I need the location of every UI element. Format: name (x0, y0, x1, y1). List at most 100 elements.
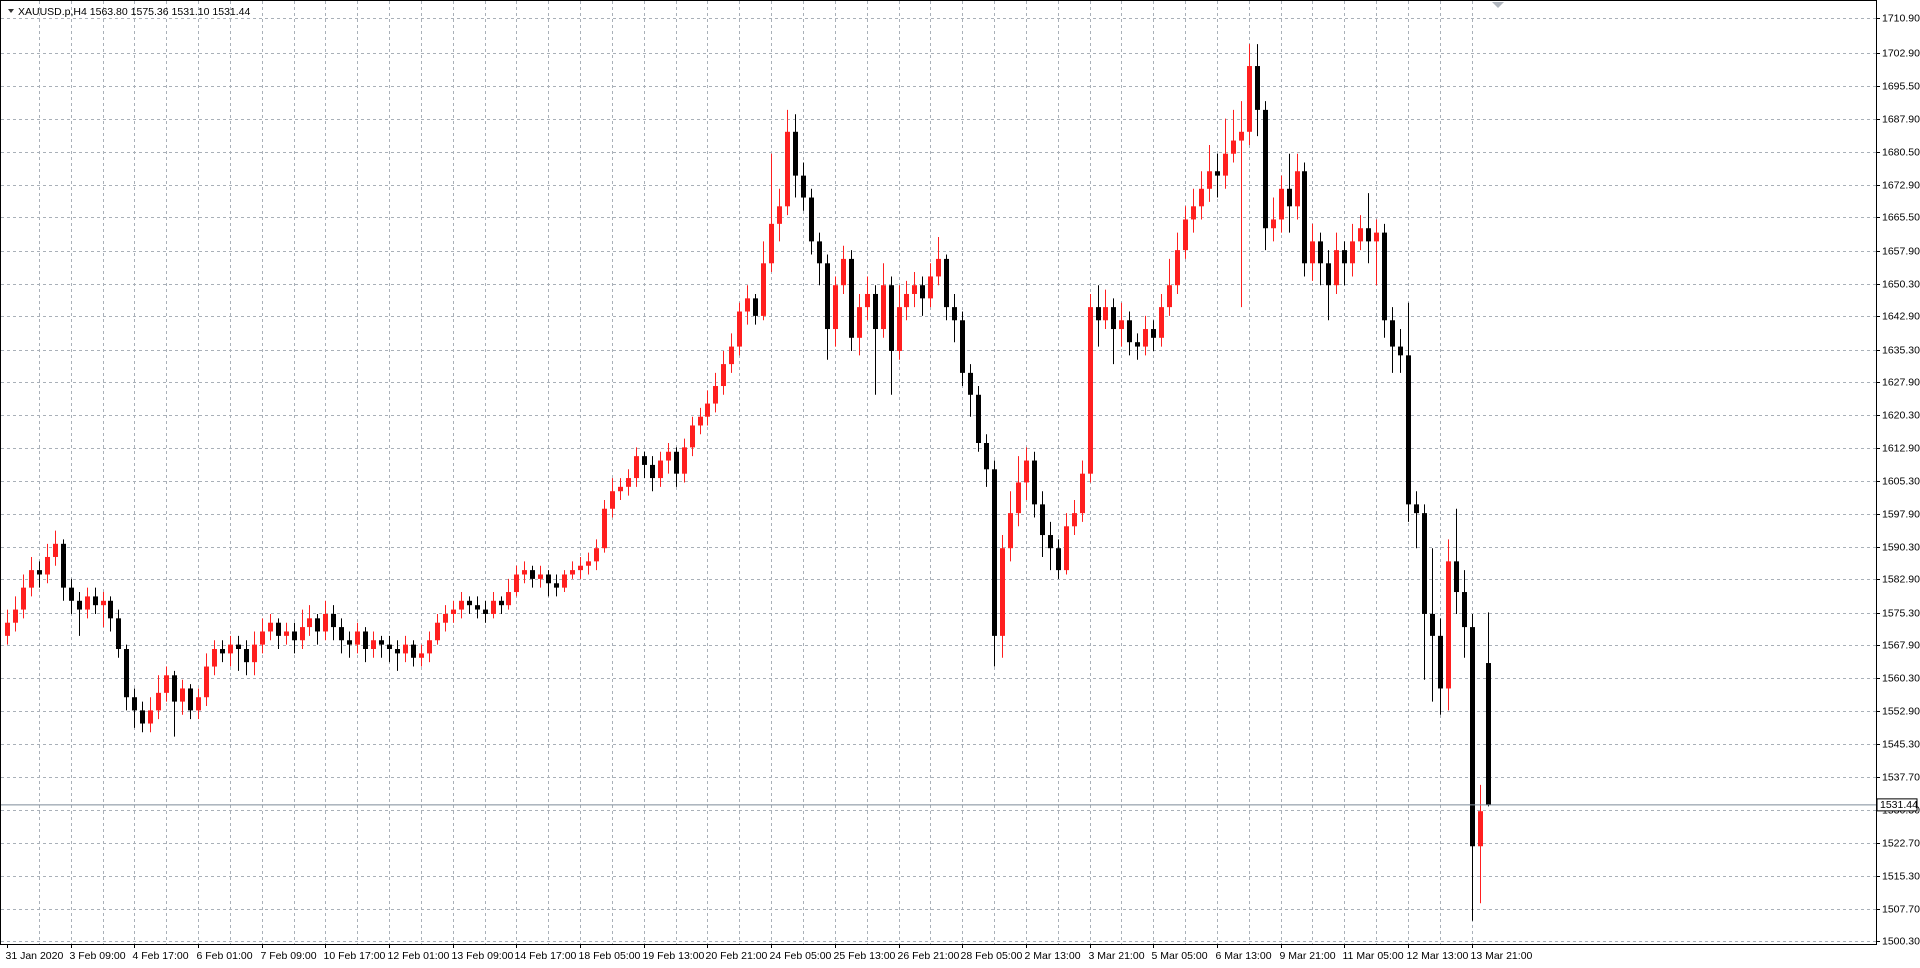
y-tick-label: 1665.50 (1882, 211, 1920, 223)
candle-body (164, 675, 169, 693)
candle-body (483, 609, 488, 614)
candle-body (116, 618, 121, 650)
candle-body (1032, 460, 1037, 505)
symbol-menu-icon[interactable] (8, 9, 14, 13)
candle-body (618, 486, 623, 492)
candle-body (467, 600, 472, 606)
candle-body (992, 469, 997, 636)
candle-body (1247, 66, 1252, 132)
candle-body (403, 644, 408, 654)
candle-body (451, 609, 456, 614)
candle-body (1374, 232, 1379, 242)
candle-body (1231, 140, 1236, 154)
y-tick-label: 1612.90 (1882, 442, 1920, 454)
axes: 1710.90 1702.90 1695.50 1687.90 1680.50 1672.… (6, 12, 1920, 962)
y-tick-label: 1702.90 (1882, 47, 1920, 59)
candle-body (244, 649, 249, 663)
candle-body (53, 543, 58, 557)
x-tick-label: 7 Feb 09:00 (261, 950, 317, 962)
candle-body (769, 223, 774, 264)
candle-body (1159, 307, 1164, 338)
candle-body (801, 175, 806, 198)
candle-body (1263, 109, 1268, 229)
candle-body (1302, 171, 1307, 264)
candle-body (1088, 307, 1093, 474)
candle-body (228, 644, 233, 654)
candle-body (323, 613, 328, 632)
candle-body (825, 263, 830, 330)
candle-body (514, 574, 519, 593)
candle-body (411, 644, 416, 658)
candle-body (1103, 307, 1108, 321)
candle-body (1096, 307, 1101, 321)
candle-body (427, 640, 432, 654)
candle-body (1223, 153, 1228, 176)
y-tick-label: 1620.30 (1882, 409, 1920, 421)
candle-body (475, 605, 480, 610)
candle-body (817, 241, 822, 264)
candle-body (204, 666, 209, 698)
candle-body (300, 627, 305, 641)
candle-body (729, 346, 734, 365)
y-tick-label: 1672.90 (1882, 179, 1920, 191)
candle-body (1080, 473, 1085, 514)
candle-body (897, 307, 902, 351)
candle-body (530, 570, 535, 579)
candle-body (928, 276, 933, 299)
y-tick-label: 1537.70 (1882, 771, 1920, 783)
candle-body (1056, 548, 1061, 571)
x-tick-label: 3 Feb 09:00 (70, 950, 126, 962)
candle-body (690, 425, 695, 448)
candle-body (1422, 513, 1427, 614)
candle-body (610, 491, 615, 509)
candle-body (1334, 250, 1339, 286)
candle-body (1295, 171, 1300, 207)
candle-body (1287, 188, 1292, 207)
candle-body (188, 688, 193, 711)
candle-body (944, 258, 949, 308)
candle-body (968, 372, 973, 395)
candle-body (1135, 342, 1140, 347)
candles (1, 44, 1876, 921)
last-price-label: 1531.44 (1880, 799, 1918, 811)
candle-body (586, 561, 591, 566)
candle-body (960, 320, 965, 373)
y-tick-label: 1605.30 (1882, 475, 1920, 487)
x-tick-label: 28 Feb 05:00 (961, 950, 1023, 962)
candle-body (920, 285, 925, 299)
candle-body (650, 464, 655, 479)
candle-body (777, 206, 782, 224)
x-tick-label: 3 Mar 21:00 (1089, 950, 1145, 962)
y-tick-label: 1657.90 (1882, 245, 1920, 257)
candle-body (315, 618, 320, 632)
candle-body (1064, 526, 1069, 571)
y-tick-label: 1575.30 (1882, 607, 1920, 619)
y-tick-label: 1642.90 (1882, 310, 1920, 322)
candle-body (499, 600, 504, 606)
y-tick-label: 1582.90 (1882, 573, 1920, 585)
candle-body (682, 447, 687, 474)
candle-body (371, 640, 376, 650)
candle-body (889, 285, 894, 351)
candle-body (1358, 228, 1363, 242)
candle-body (602, 508, 607, 549)
candle-body (562, 574, 567, 588)
x-tick-label: 6 Feb 01:00 (197, 950, 253, 962)
chart-header: XAUUSD.p,H4 1563.80 1575.36 1531.10 1531… (18, 6, 251, 18)
y-tick-label: 1635.30 (1882, 344, 1920, 356)
candle-body (698, 416, 703, 426)
candle-body (1271, 219, 1276, 229)
shift-marker[interactable] (1492, 2, 1504, 8)
x-tick-label: 13 Feb 09:00 (452, 950, 514, 962)
candle-body (674, 451, 679, 474)
candle-body (1175, 250, 1180, 286)
y-tick-label: 1650.30 (1882, 278, 1920, 290)
candle-body (666, 451, 671, 461)
candle-body (1446, 561, 1451, 689)
candle-body (196, 697, 201, 711)
candle-body (809, 197, 814, 242)
candle-body (1048, 535, 1053, 549)
candle-body (904, 293, 909, 308)
y-tick-label: 1552.90 (1882, 705, 1920, 717)
y-tick-label: 1597.90 (1882, 508, 1920, 520)
